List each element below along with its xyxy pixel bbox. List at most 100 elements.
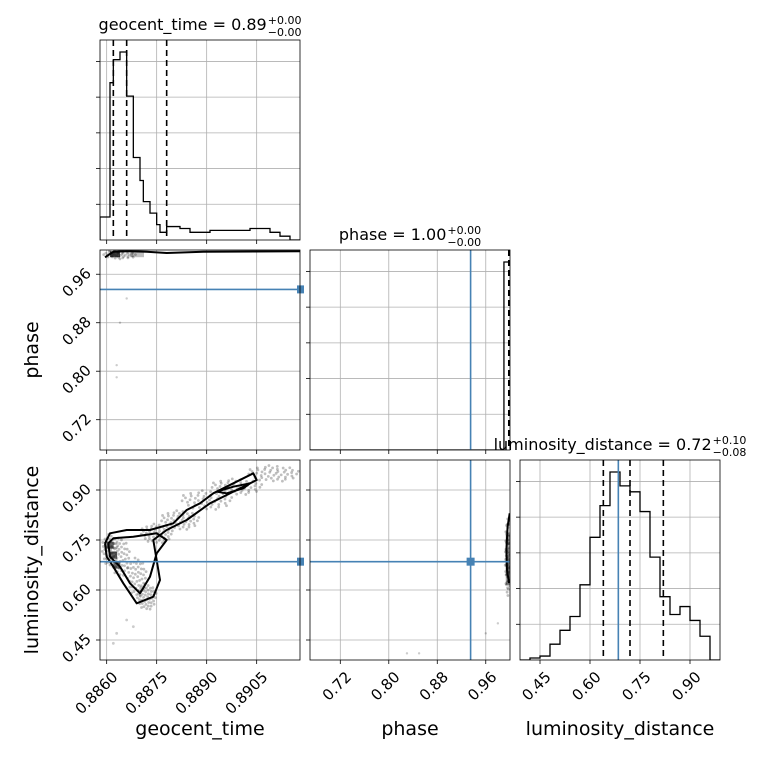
density-point bbox=[286, 472, 289, 476]
x-tick-label: 0.72 bbox=[319, 668, 355, 704]
x-tick-label: 0.8875 bbox=[122, 668, 172, 718]
density-point bbox=[117, 552, 121, 556]
density-point bbox=[125, 252, 129, 255]
density-point bbox=[140, 602, 144, 605]
panel-frame-phase-phase bbox=[309, 249, 511, 451]
density-point bbox=[508, 565, 510, 569]
panel-frame-luminosity_distance-luminosity_distance bbox=[519, 459, 721, 661]
density-point bbox=[167, 537, 171, 541]
density-point bbox=[181, 516, 185, 520]
panel-content-phase-phase bbox=[310, 250, 510, 450]
density-point bbox=[122, 255, 126, 258]
density-point bbox=[225, 504, 228, 508]
density-point bbox=[259, 474, 263, 477]
density-point bbox=[128, 253, 131, 257]
density-point bbox=[505, 581, 509, 584]
density-point bbox=[484, 632, 487, 635]
density-point bbox=[180, 499, 184, 503]
panel-content-luminosity_distance-luminosity_distance bbox=[520, 460, 720, 660]
panel-title-luminosity_distance: luminosity_distance = 0.72 bbox=[494, 435, 712, 455]
density-point bbox=[136, 575, 140, 579]
density-point bbox=[126, 256, 130, 260]
density-point bbox=[134, 567, 138, 571]
density-point bbox=[505, 590, 509, 594]
density-point bbox=[253, 487, 257, 491]
density-point bbox=[122, 552, 126, 556]
density-point bbox=[507, 566, 510, 570]
density-point bbox=[152, 602, 156, 606]
density-point bbox=[193, 501, 196, 505]
density-point bbox=[196, 493, 200, 497]
density-point bbox=[134, 562, 138, 565]
panel-title-lower-error: −0.00 bbox=[447, 236, 481, 249]
density-point bbox=[133, 556, 137, 560]
density-point bbox=[239, 491, 243, 494]
panel-content-geocent_time-geocent_time bbox=[100, 40, 300, 240]
density-point bbox=[146, 584, 150, 587]
x-tick-label: 0.8890 bbox=[172, 668, 222, 718]
density-point bbox=[196, 499, 200, 502]
density-point bbox=[506, 586, 509, 590]
density-point bbox=[158, 529, 161, 533]
density-point bbox=[291, 476, 295, 480]
density-point bbox=[235, 492, 239, 496]
density-point bbox=[178, 512, 181, 515]
density-point bbox=[145, 607, 149, 611]
density-point bbox=[115, 631, 119, 635]
density-point bbox=[248, 468, 252, 471]
panel-content-luminosity_distance-geocent_time bbox=[100, 460, 300, 660]
histogram-luminosity_distance bbox=[520, 471, 720, 660]
density-point bbox=[109, 534, 113, 538]
density-point bbox=[166, 518, 169, 522]
density-point bbox=[275, 464, 279, 468]
density-point bbox=[150, 524, 154, 528]
panel-title-upper-error: +0.00 bbox=[447, 224, 481, 237]
density-point bbox=[277, 475, 281, 479]
density-point bbox=[291, 468, 294, 472]
density-point bbox=[124, 541, 128, 545]
density-point bbox=[276, 477, 279, 481]
density-point bbox=[120, 550, 124, 554]
density-point bbox=[114, 558, 118, 561]
density-point bbox=[223, 501, 227, 505]
x-axis-label-phase: phase bbox=[381, 718, 438, 740]
density-point bbox=[131, 571, 134, 575]
density-point bbox=[210, 485, 214, 489]
density-point bbox=[508, 546, 510, 550]
density-point bbox=[160, 519, 163, 523]
panel-title-text: geocent_time = 0.89 bbox=[99, 15, 267, 35]
density-point bbox=[130, 580, 134, 584]
density-point bbox=[138, 562, 142, 566]
density-point bbox=[113, 256, 117, 260]
density-point bbox=[151, 586, 155, 590]
density-point bbox=[132, 576, 135, 580]
x-tick-label: 0.96 bbox=[464, 668, 500, 704]
density-point bbox=[258, 478, 261, 482]
density-point bbox=[148, 586, 152, 590]
density-point bbox=[157, 538, 161, 542]
density-point bbox=[164, 533, 167, 536]
density-point bbox=[136, 558, 140, 562]
density-core bbox=[505, 545, 510, 555]
density-point bbox=[139, 586, 143, 590]
density-point bbox=[187, 523, 191, 526]
contour-line-1 bbox=[107, 532, 168, 595]
x-tick-label: 0.80 bbox=[367, 668, 403, 704]
density-point bbox=[115, 376, 118, 379]
density-point bbox=[193, 524, 197, 528]
density-point bbox=[123, 547, 127, 551]
density-point bbox=[102, 557, 106, 561]
panel-content-phase-geocent_time bbox=[100, 250, 300, 450]
density-point bbox=[282, 470, 286, 474]
density-point bbox=[161, 514, 164, 517]
panel-title-geocent_time: geocent_time = 0.89 bbox=[99, 15, 267, 35]
density-point bbox=[120, 545, 123, 549]
y-tick-label: 0.80 bbox=[58, 361, 94, 397]
density-point bbox=[125, 297, 128, 300]
density-point bbox=[157, 523, 161, 527]
density-point bbox=[118, 321, 122, 324]
panel-frame-luminosity_distance-geocent_time bbox=[99, 459, 301, 661]
y-axis-label-phase: phase bbox=[21, 321, 43, 378]
density-point bbox=[147, 601, 151, 604]
density-point bbox=[102, 253, 106, 257]
